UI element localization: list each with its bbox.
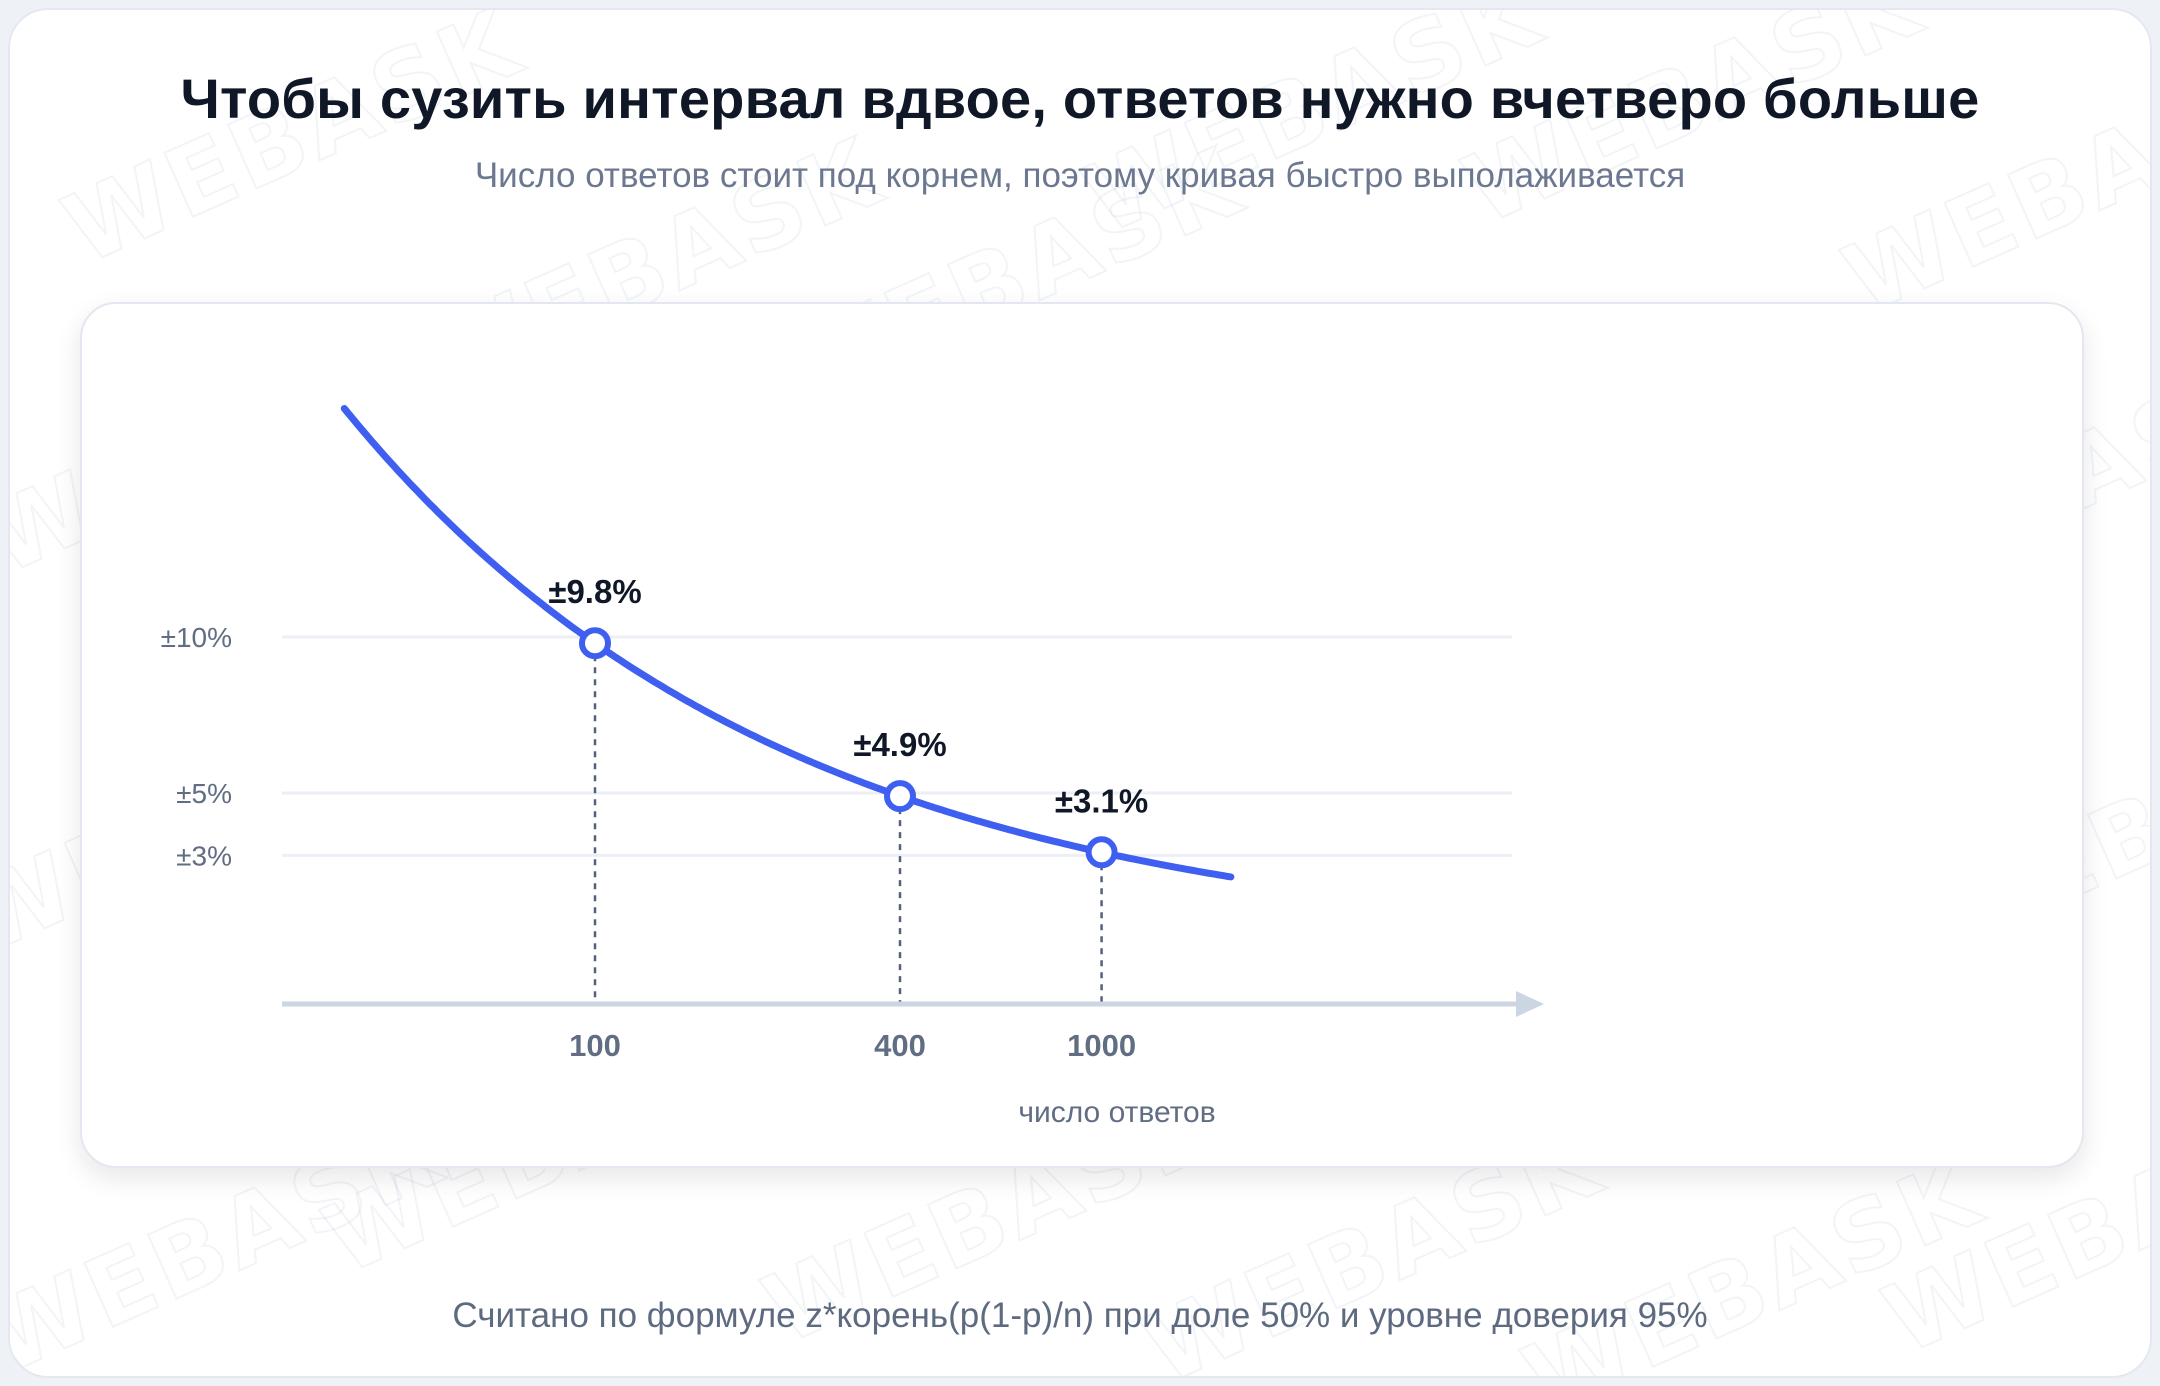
series-line <box>340 405 1235 881</box>
infographic-frame: WEBASK WEBASK WEBASK WEBASK WEBASK WEBASK WEBA… <box>8 8 2152 1378</box>
x-axis-label: число ответов <box>1018 1096 1215 1129</box>
chart-card: ±10% ±5% ±3% ±9.8% ±4.9% ±3.1% 100 400 1000 чи… <box>80 302 2084 1168</box>
watermark-logo: WEBASK <box>1067 8 1559 257</box>
x-tick-label: 1000 <box>1067 1028 1136 1063</box>
curve <box>340 405 1235 881</box>
y-tick-label: ±10% <box>161 622 232 653</box>
page-subtitle: Число ответов стоит под корнем, поэтому … <box>474 156 1686 195</box>
x-tick-label: 100 <box>569 1028 621 1063</box>
x-axis-arrow <box>1516 991 1544 1017</box>
drop-lines <box>593 643 1103 1004</box>
data-point <box>884 780 916 813</box>
page-title: Чтобы сузить интервал вдвое, ответов нуж… <box>180 67 1980 130</box>
y-tick-labels: ±10% ±5% ±3% <box>161 622 232 871</box>
margin-of-error-chart: ±10% ±5% ±3% ±9.8% ±4.9% ±3.1% 100 400 1000 чи… <box>161 405 1544 1129</box>
y-tick-label: ±5% <box>176 778 232 809</box>
data-point <box>1085 836 1118 869</box>
formula-footnote: Считано по формуле z*корень(p(1-p)/n) пр… <box>452 1296 1708 1335</box>
x-tick-labels: 100 400 1000 <box>569 1028 1136 1063</box>
data-label: ±3.1% <box>1055 782 1148 819</box>
x-tick-label: 400 <box>874 1028 926 1063</box>
x-axis <box>282 991 1544 1017</box>
data-label: ±4.9% <box>853 726 946 763</box>
data-label: ±9.8% <box>548 573 641 610</box>
watermark-logo: WEBASK <box>1507 1135 1999 1378</box>
y-tick-label: ±3% <box>176 840 232 871</box>
watermark-logo: WEBASK <box>47 8 539 287</box>
data-point <box>579 627 611 660</box>
data-points: ±9.8% ±4.9% ±3.1% <box>548 573 1148 869</box>
